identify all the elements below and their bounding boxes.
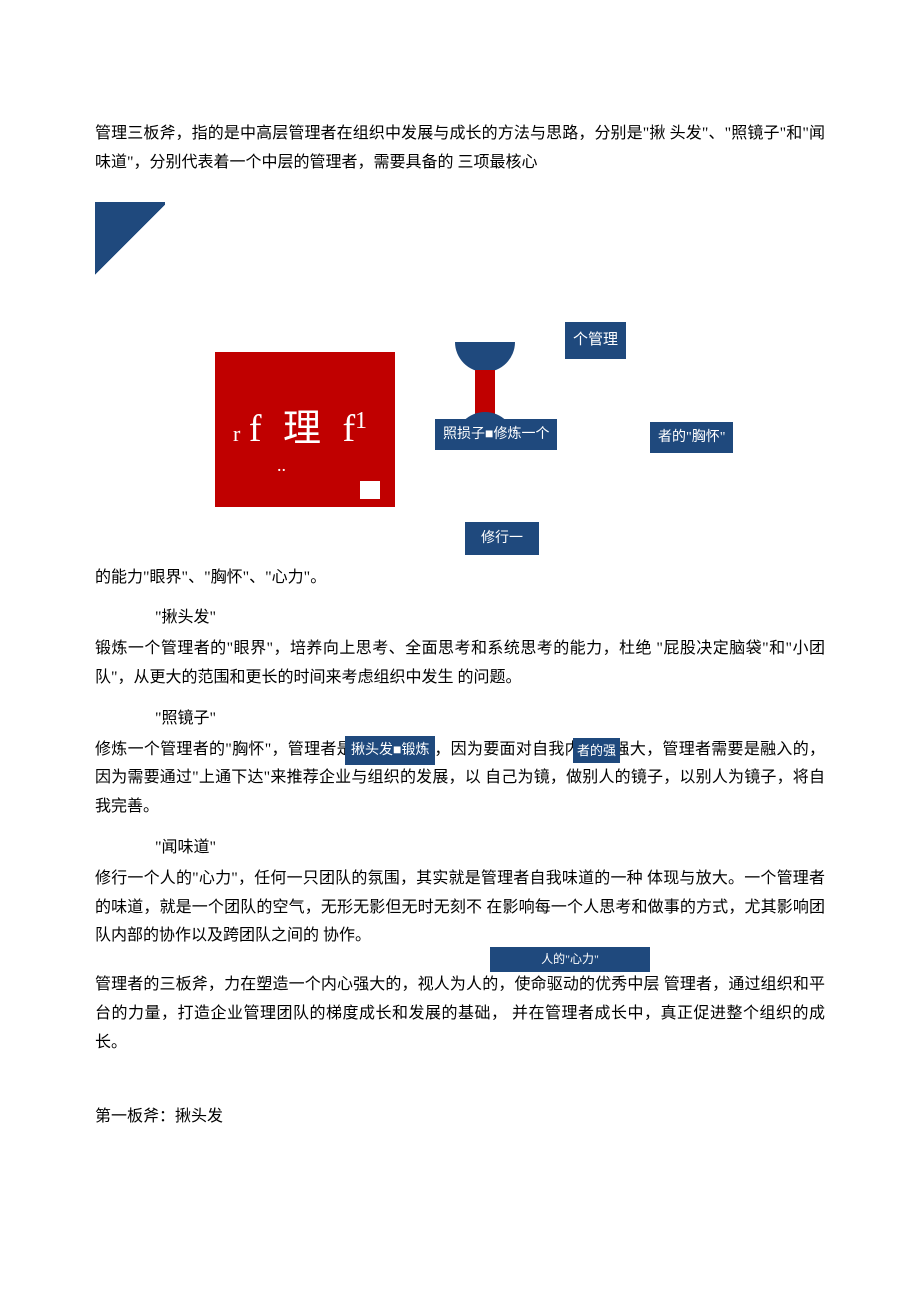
red-box-1: 1 [355,400,367,443]
label-heart: 人的"心力" [490,947,650,973]
red-box-main-text: f 理 f [249,395,361,463]
hourglass-connector [475,370,495,414]
section2-wrap: 揪头发■锻炼 者的强 修炼一个管理者的"胸怀"，管理者是需要孤独的，因为要面对自… [95,736,825,822]
diagram-area: r f 理 f 1 .. 个管理 照损子■修炼一个 者的"胸怀" 修行一 [95,182,825,562]
label-practice: 修行一 [465,522,539,555]
label-hair: 揪头发■锻炼 [345,736,435,765]
section1-body: 锻炼一个管理者的"眼界"，培养向上思考、全面思考和系统思考的能力，杜绝 "屁股决… [95,635,825,693]
red-box-bottom-bar [360,481,380,499]
spacer [95,955,825,971]
section1-title: "揪头发" [95,604,825,633]
label-strong: 者的强 [573,738,620,763]
section3-wrap: 修行一个人的"心力"，任何一只团队的氛围，其实就是管理者自我味道的一种 体现与放… [95,865,825,951]
section2-body: 修炼一个管理者的"胸怀"，管理者是需要孤独的，因为要面对自我内心的强大，管理者需… [95,736,825,822]
red-box-r: r [233,414,240,454]
intro-paragraph: 管理三板斧，指的是中高层管理者在组织中发展与成长的方法与思路，分别是"揪 头发"… [95,120,825,178]
hourglass-top [455,342,515,372]
ability-line: 的能力"眼界"、"胸怀"、"心力"。 [95,564,825,593]
label-mirror: 照损子■修炼一个 [435,419,557,450]
final-title: 第一板斧：揪头发 [95,1103,825,1132]
triangle-decoration [95,202,165,277]
label-chest: 者的"胸怀" [650,422,733,453]
section3-title: "闻味道" [95,834,825,863]
section3-body: 修行一个人的"心力"，任何一只团队的氛围，其实就是管理者自我味道的一种 体现与放… [95,865,825,951]
conclusion-body: 管理者的三板斧，力在塑造一个内心强大的，视人为人的，使命驱动的优秀中层 管理者，… [95,971,825,1057]
red-box-dots: .. [277,449,286,481]
section2-title: "照镜子" [95,705,825,734]
label-manage: 个管理 [565,322,626,359]
red-box: r f 理 f 1 .. [215,352,395,507]
